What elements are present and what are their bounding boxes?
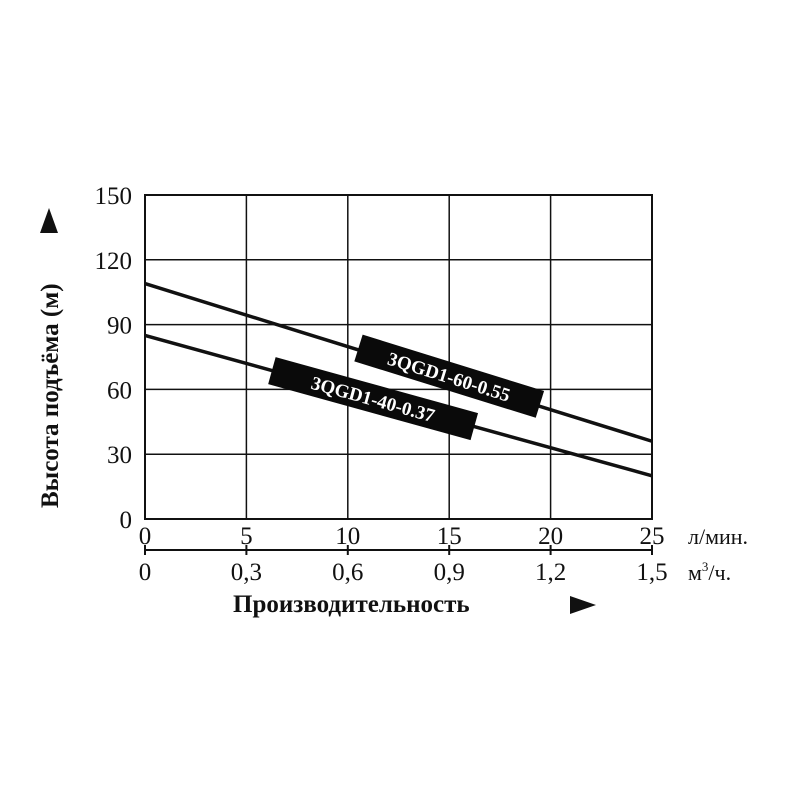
x2-unit-base: м — [688, 560, 702, 585]
y-axis-title-text: Высота подъёма (м) — [37, 283, 64, 508]
x2-unit-tail: /ч. — [708, 560, 731, 585]
series-label-box — [354, 334, 545, 418]
x2-tick-label: 1,5 — [636, 559, 667, 586]
y-tick-label: 120 — [95, 248, 133, 275]
x-tick-label: 5 — [240, 523, 253, 550]
x-axis-title-text: Производительность — [233, 591, 470, 618]
x2-unit-label: м3/ч. — [688, 559, 731, 585]
y-tick-label: 150 — [95, 183, 133, 210]
y-tick-label: 60 — [107, 377, 132, 404]
y-tick-label: 90 — [107, 313, 132, 340]
series-label-box — [268, 357, 479, 441]
y-axis-arrow-icon — [40, 208, 58, 233]
plot-frame — [144, 194, 653, 520]
performance-curves — [144, 281, 653, 478]
y-tick-label: 0 — [120, 507, 133, 534]
x2-tick-label: 0,3 — [231, 559, 262, 586]
x-unit-label: л/мин. — [688, 524, 748, 549]
x2-tick-label: 0 — [139, 559, 152, 586]
y-axis-title: Высота подъёма (м) — [37, 208, 64, 508]
x2-unit-sup: 3 — [702, 559, 709, 574]
x2-tick-label: 0,6 — [332, 559, 363, 586]
x2-tick-label: 0,9 — [434, 559, 465, 586]
secondary-x-axis: 0 0,3 0,6 0,9 1,2 1,5 — [139, 545, 668, 586]
x-axis-title: Производительность — [233, 591, 596, 618]
x2-tick-label: 1,2 — [535, 559, 566, 586]
x-axis-arrow-icon — [570, 596, 596, 614]
y-axis-ticks: 0 30 60 90 120 150 — [95, 183, 133, 534]
x-axis-ticks: 0 5 10 15 20 25 — [139, 523, 665, 550]
y-tick-label: 30 — [107, 442, 132, 469]
x-tick-label: 0 — [139, 523, 152, 550]
